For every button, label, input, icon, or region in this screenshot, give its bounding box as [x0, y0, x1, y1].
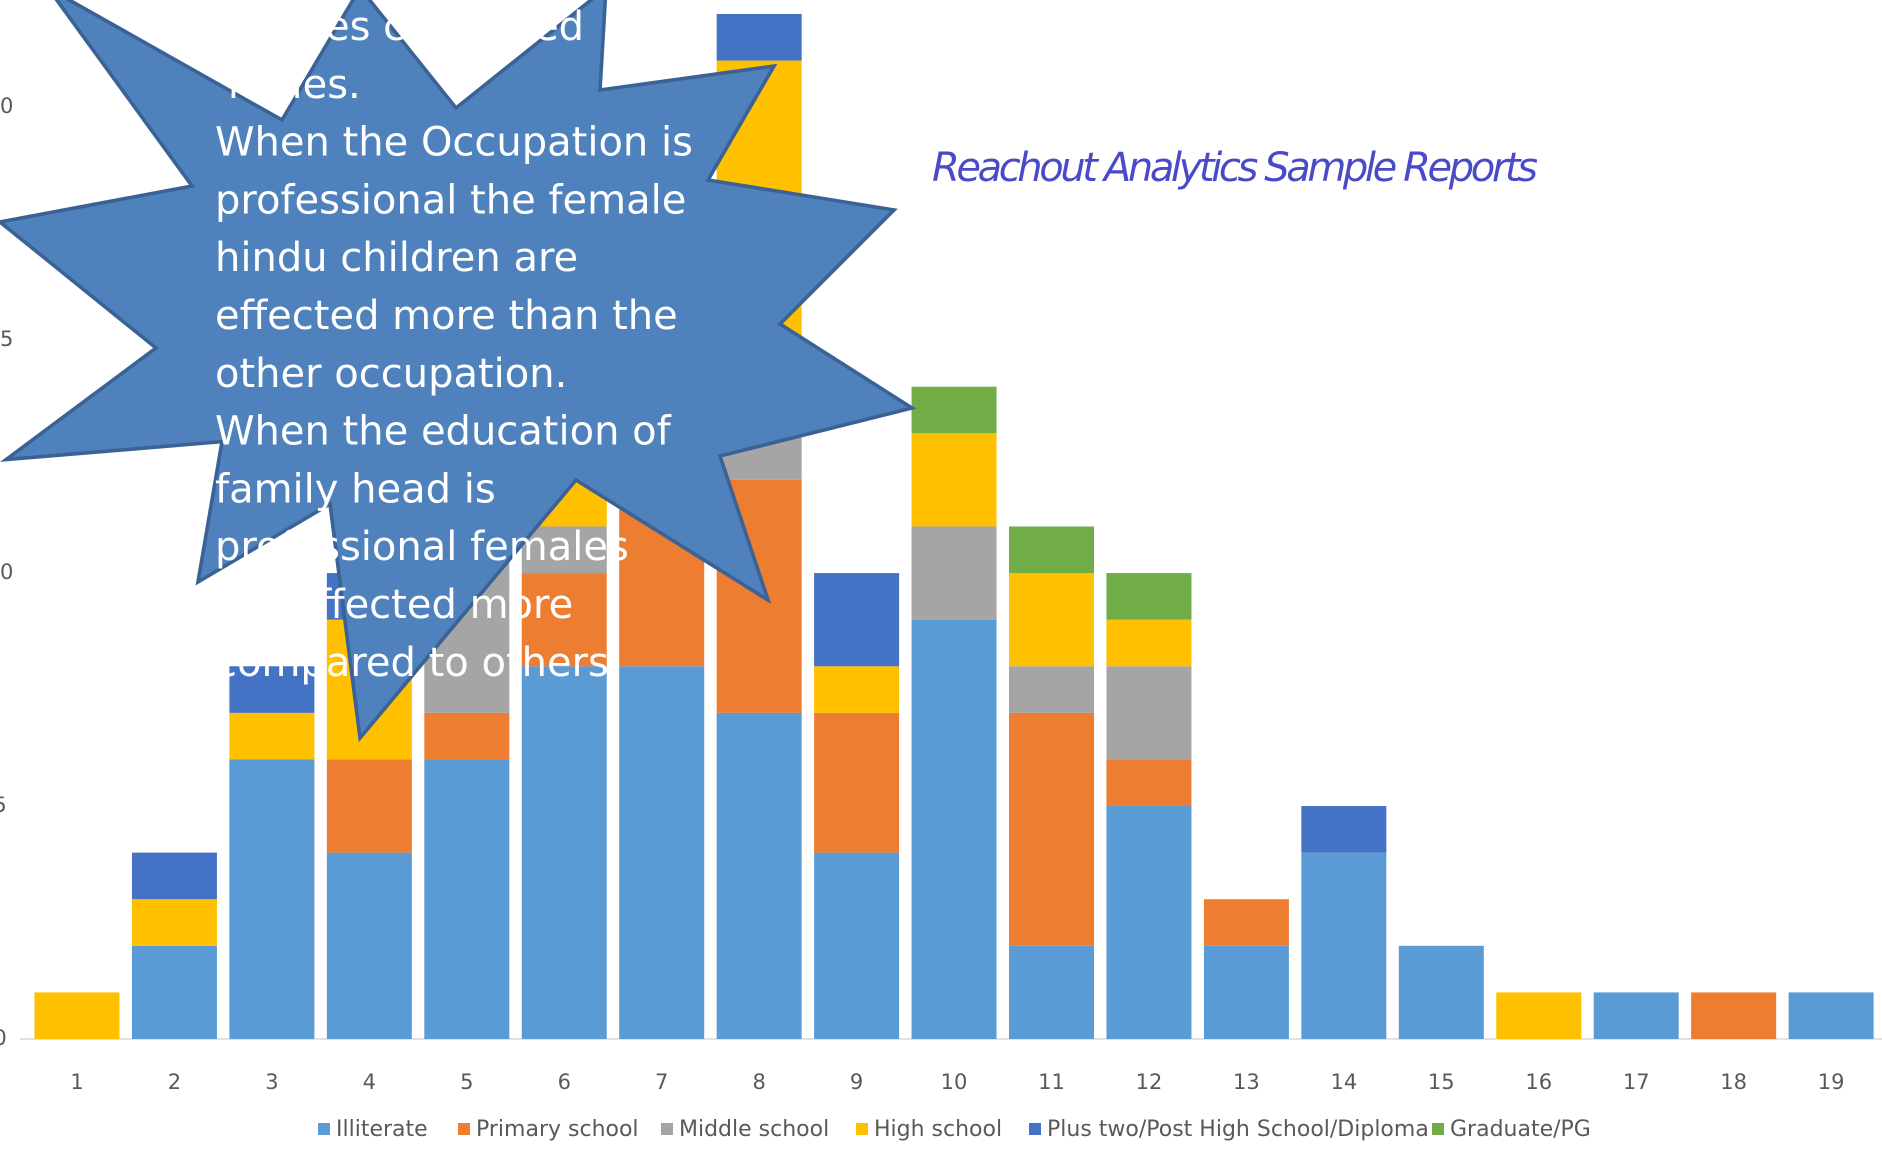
x-tick-label: 19: [1818, 1070, 1845, 1094]
y-tick-label: 5: [0, 793, 7, 817]
x-tick-label: 9: [850, 1070, 863, 1094]
bar-segment: [1788, 992, 1874, 1039]
annotation-line: professional females: [215, 524, 629, 570]
x-tick-label: 18: [1720, 1070, 1747, 1094]
annotation-line: When the education of: [215, 409, 672, 455]
annotation-line: family head is: [215, 466, 496, 512]
annotation-line: effected more than the: [215, 293, 678, 339]
x-tick-label: 3: [265, 1070, 278, 1094]
legend-swatch: [661, 1123, 673, 1135]
subtitle: Reachout Analytics Sample Reports: [932, 145, 1538, 191]
bar-segment: [34, 992, 120, 1039]
bar-segment: [911, 433, 997, 527]
bar-segment: [1106, 619, 1192, 667]
bar-segment: [1301, 806, 1387, 853]
x-tick-label: 12: [1136, 1070, 1163, 1094]
x-tick-label: 11: [1038, 1070, 1065, 1094]
bar-segment: [1496, 992, 1582, 1039]
bar-segment: [1301, 852, 1387, 1039]
x-tick-label: 6: [558, 1070, 571, 1094]
bar-segment: [1009, 526, 1094, 574]
bar-segment: [229, 759, 315, 1039]
annotation-line: When the Occupation is: [215, 120, 693, 166]
bar-segment: [1593, 992, 1679, 1039]
bar-segment: [1106, 806, 1192, 1039]
legend-label: Primary school: [476, 1117, 639, 1142]
bar-segment: [911, 619, 997, 1039]
bar-segment: [814, 712, 900, 853]
legend-swatch: [318, 1123, 330, 1135]
bar-segment: [1398, 945, 1484, 1039]
bar-segment: [814, 666, 900, 713]
y-tick-label: 15: [0, 327, 13, 351]
annotation-line: are effected more: [215, 582, 573, 628]
annotation-line: es compared: [325, 4, 584, 50]
bar-segment: [716, 712, 802, 1039]
bar-segment: [911, 526, 997, 620]
bar-segment: [131, 945, 217, 1039]
legend-swatch: [1029, 1123, 1041, 1135]
bar-segment: [229, 666, 315, 713]
annotation-line: other occupation.: [215, 351, 567, 397]
bar-segment: [1106, 759, 1192, 807]
bar-segment: [814, 852, 900, 1039]
x-tick-label: 10: [941, 1070, 968, 1094]
x-tick-label: 14: [1330, 1070, 1357, 1094]
annotation-line: hindu children are: [215, 235, 578, 281]
legend-label: Plus two/Post High School/Diploma: [1047, 1117, 1429, 1142]
bar-segment: [521, 573, 607, 667]
x-tick-label: 16: [1525, 1070, 1552, 1094]
annotation-line: professional the female: [215, 177, 686, 223]
bars: 0510152012345678910111213141516171819Ill…: [0, 13, 1882, 1142]
x-tick-label: 15: [1428, 1070, 1455, 1094]
legend-label: Middle school: [679, 1117, 829, 1142]
bar-segment: [131, 899, 217, 946]
y-tick-label: 10: [0, 560, 13, 584]
bar-segment: [1009, 945, 1094, 1039]
legend-label: High school: [874, 1117, 1002, 1142]
bar-segment: [716, 13, 802, 61]
legend-label: Illiterate: [336, 1117, 428, 1142]
annotation: es compared males. When the Occupation is p…: [215, 4, 693, 686]
bar-segment: [326, 759, 412, 853]
bar-segment: [1203, 945, 1289, 1039]
legend-swatch: [458, 1123, 470, 1135]
bar-segment: [1203, 899, 1289, 946]
legend-swatch: [1432, 1123, 1444, 1135]
y-tick-label: 20: [0, 94, 13, 118]
bar-segment: [1009, 573, 1094, 667]
annotation-line: males.: [228, 62, 361, 108]
legend-swatch: [856, 1123, 868, 1135]
bar-segment: [326, 852, 412, 1039]
bar-segment: [619, 666, 705, 1039]
x-tick-label: 7: [655, 1070, 668, 1094]
bar-segment: [1691, 992, 1777, 1039]
x-tick-label: 4: [363, 1070, 376, 1094]
bar-segment: [229, 712, 315, 760]
bar-segment: [1106, 666, 1192, 760]
x-tick-label: 17: [1623, 1070, 1650, 1094]
annotation-line: compared to others.: [215, 640, 622, 686]
x-tick-label: 5: [460, 1070, 473, 1094]
y-tick-label: 0: [0, 1026, 7, 1050]
bar-segment: [911, 386, 997, 434]
bar-segment: [814, 573, 900, 667]
bar-segment: [521, 526, 607, 574]
bar-segment: [1009, 712, 1094, 946]
bar-segment: [424, 759, 510, 1039]
bar-segment: [424, 712, 510, 760]
bar-segment: [521, 666, 607, 1039]
bar-segment: [1009, 666, 1094, 713]
bar-segment: [131, 852, 217, 900]
x-tick-label: 13: [1233, 1070, 1260, 1094]
x-tick-label: 2: [168, 1070, 181, 1094]
legend-label: Graduate/PG: [1450, 1117, 1591, 1142]
x-tick-label: 1: [70, 1070, 83, 1094]
x-tick-label: 8: [752, 1070, 765, 1094]
callout-star: [0, 0, 917, 743]
bar-segment: [1106, 573, 1192, 620]
